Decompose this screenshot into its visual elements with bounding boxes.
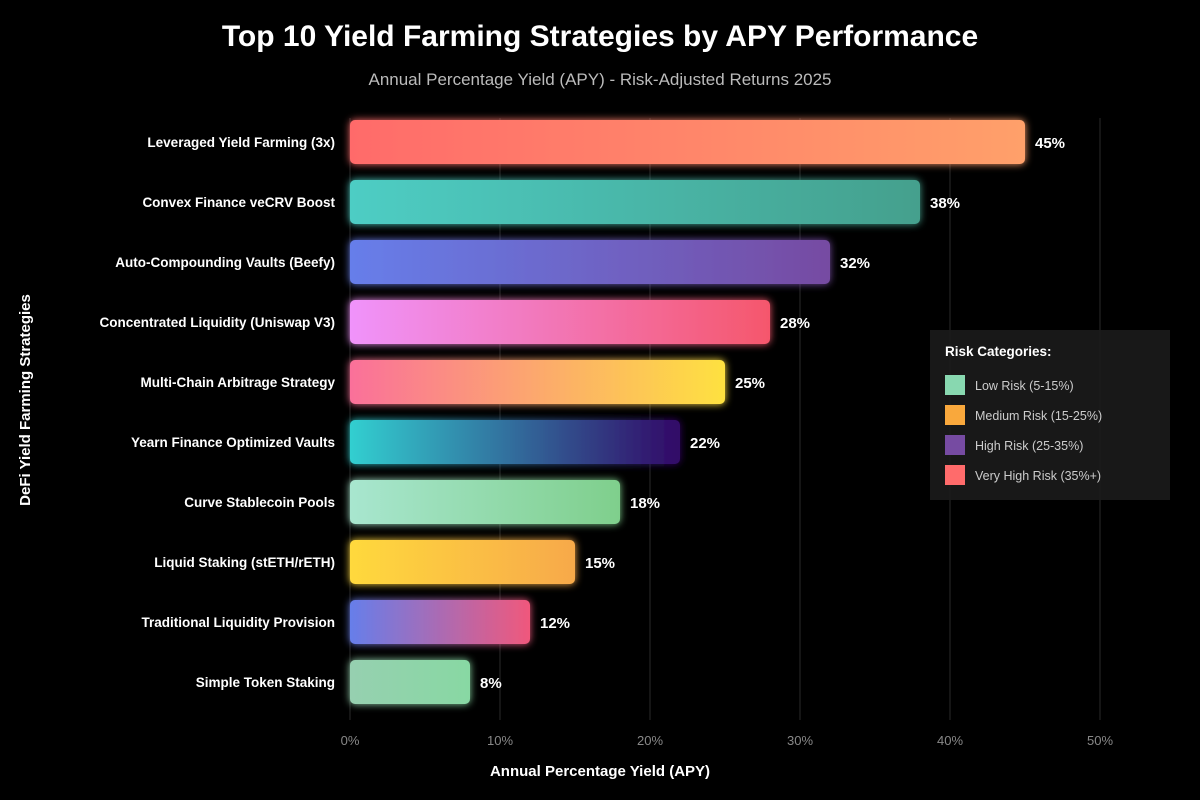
bar[interactable]: [350, 360, 725, 404]
data-label: 28%: [780, 315, 810, 332]
x-tick-label: 50%: [1087, 733, 1113, 748]
legend-swatch: [945, 435, 965, 455]
legend-swatch: [945, 405, 965, 425]
x-axis-label: Annual Percentage Yield (APY): [490, 763, 710, 780]
data-label: 15%: [585, 555, 615, 572]
data-label: 32%: [840, 255, 870, 272]
legend-item-label: High Risk (25-35%): [975, 439, 1083, 453]
bar[interactable]: [350, 300, 770, 344]
legend-box: [930, 330, 1170, 500]
y-tick-label: Multi-Chain Arbitrage Strategy: [140, 375, 335, 390]
y-tick-label: Traditional Liquidity Provision: [141, 615, 335, 630]
y-tick-label: Simple Token Staking: [196, 675, 335, 690]
x-tick-label: 30%: [787, 733, 813, 748]
chart-title: Top 10 Yield Farming Strategies by APY P…: [221, 20, 979, 53]
x-tick-label: 40%: [937, 733, 963, 748]
bar[interactable]: [350, 480, 620, 524]
data-label: 38%: [930, 195, 960, 212]
legend-title: Risk Categories:: [945, 344, 1052, 359]
legend-swatch: [945, 465, 965, 485]
bar[interactable]: [350, 240, 830, 284]
data-label: 22%: [690, 435, 720, 452]
bar[interactable]: [350, 660, 470, 704]
legend-item-label: Low Risk (5-15%): [975, 379, 1074, 393]
x-tick-label: 0%: [341, 733, 360, 748]
y-tick-label: Liquid Staking (stETH/rETH): [154, 555, 335, 570]
x-tick-label: 10%: [487, 733, 513, 748]
legend-item-label: Medium Risk (15-25%): [975, 409, 1102, 423]
bar[interactable]: [350, 180, 920, 224]
y-axis-label: DeFi Yield Farming Strategies: [17, 294, 34, 506]
bar[interactable]: [350, 600, 530, 644]
y-tick-label: Convex Finance veCRV Boost: [142, 195, 335, 210]
bar[interactable]: [350, 120, 1025, 164]
data-label: 12%: [540, 615, 570, 632]
legend-swatch: [945, 375, 965, 395]
data-label: 18%: [630, 495, 660, 512]
x-tick-label: 20%: [637, 733, 663, 748]
y-tick-label: Concentrated Liquidity (Uniswap V3): [99, 315, 335, 330]
chart-subtitle: Annual Percentage Yield (APY) - Risk-Adj…: [368, 70, 832, 89]
y-tick-label: Yearn Finance Optimized Vaults: [131, 435, 335, 450]
y-tick-label: Curve Stablecoin Pools: [184, 495, 335, 510]
y-tick-label: Leveraged Yield Farming (3x): [147, 135, 335, 150]
data-label: 45%: [1035, 135, 1065, 152]
bar[interactable]: [350, 540, 575, 584]
bar[interactable]: [350, 420, 680, 464]
data-label: 25%: [735, 375, 765, 392]
y-tick-label: Auto-Compounding Vaults (Beefy): [115, 255, 335, 270]
data-label: 8%: [480, 675, 502, 692]
legend-item-label: Very High Risk (35%+): [975, 469, 1101, 483]
